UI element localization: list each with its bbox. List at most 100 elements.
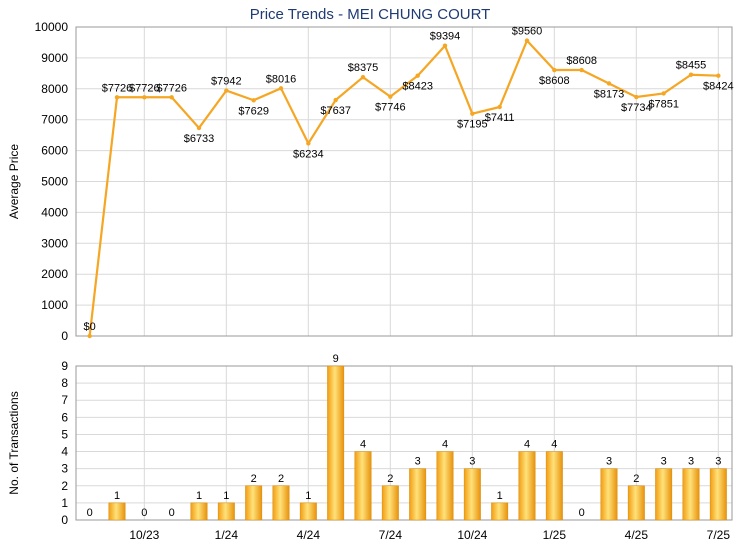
- bar-data-label: 3: [688, 456, 694, 468]
- price-point: [606, 81, 612, 86]
- price-point: [688, 72, 694, 77]
- y-tick-label: 6: [61, 410, 68, 424]
- price-point: [716, 73, 721, 78]
- bar-data-label: 3: [415, 456, 421, 468]
- y-tick-label: 0: [61, 513, 68, 527]
- transaction-bar: [491, 502, 509, 521]
- y-tick-label: 7: [61, 393, 68, 407]
- transaction-bar: [655, 468, 673, 521]
- transaction-bar: [436, 451, 454, 521]
- bar-data-label: 2: [387, 473, 393, 485]
- price-data-label: $8375: [348, 62, 379, 74]
- bar-data-label: 2: [278, 473, 284, 485]
- y-axis-title: Average Price: [7, 144, 21, 219]
- y-tick-label: 9: [61, 359, 68, 373]
- bar-data-label: 1: [497, 490, 503, 502]
- price-point: [333, 97, 338, 103]
- transaction-bar: [245, 485, 263, 521]
- price-point: [524, 38, 530, 43]
- x-tick-label: 10/23: [129, 528, 159, 542]
- y-tick-label: 6000: [41, 144, 68, 158]
- price-point: [114, 95, 120, 100]
- transaction-bar: [545, 451, 563, 521]
- y-tick-label: 8000: [41, 82, 68, 96]
- price-data-label: $0: [84, 321, 96, 333]
- transaction-bar: [108, 502, 126, 521]
- transaction-bar: [627, 485, 645, 521]
- transaction-bar: [600, 468, 618, 521]
- chart-title: Price Trends - MEI CHUNG COURT: [249, 6, 491, 23]
- y-tick-label: 0: [61, 329, 68, 343]
- bar-data-label: 3: [606, 456, 612, 468]
- price-point: [196, 125, 202, 131]
- y-tick-label: 5000: [41, 175, 68, 189]
- price-point: [634, 94, 639, 100]
- price-data-label: $8608: [539, 75, 570, 87]
- price-data-label: $7851: [648, 98, 679, 110]
- price-point: [470, 111, 475, 116]
- y-tick-label: 2000: [41, 267, 68, 281]
- price-data-label: $8424: [703, 81, 734, 93]
- plot-frame: [75, 365, 733, 521]
- x-tick-label: 4/25: [625, 528, 649, 542]
- price-point: [306, 141, 311, 146]
- price-point: [552, 67, 557, 73]
- transaction-bar: [272, 485, 290, 521]
- y-tick-label: 10000: [35, 20, 69, 34]
- price-data-label: $7629: [238, 105, 269, 117]
- price-point: [661, 91, 666, 96]
- y-axis-title: No. of Transactions: [7, 391, 21, 494]
- y-tick-label: 9000: [41, 51, 68, 65]
- bar-data-label: 3: [715, 456, 721, 468]
- price-data-label: $8423: [402, 81, 433, 93]
- transaction-bar: [409, 468, 427, 521]
- bar-data-label: 0: [87, 507, 93, 519]
- bar-data-label: 4: [551, 439, 557, 451]
- bar-data-label: 0: [579, 507, 585, 519]
- y-tick-label: 4: [61, 445, 68, 459]
- y-tick-label: 8: [61, 376, 68, 390]
- x-tick-label: 10/24: [457, 528, 487, 542]
- bar-data-label: 4: [442, 439, 448, 451]
- transaction-bar: [682, 468, 700, 521]
- price-data-label: $7746: [375, 102, 406, 114]
- bar-data-label: 2: [633, 473, 639, 485]
- transaction-bar: [354, 451, 372, 521]
- y-tick-label: 1000: [41, 298, 68, 312]
- price-data-label: $9394: [430, 31, 461, 43]
- y-tick-label: 7000: [41, 113, 68, 127]
- price-point: [360, 75, 366, 80]
- price-point: [87, 333, 92, 339]
- price-data-label: $8455: [676, 60, 707, 72]
- y-tick-label: 3000: [41, 236, 68, 250]
- bar-data-label: 1: [196, 490, 202, 502]
- price-data-label: $7411: [485, 112, 515, 124]
- price-data-label: $9560: [512, 26, 543, 38]
- y-tick-label: 4000: [41, 205, 68, 219]
- price-data-label: $8016: [266, 73, 297, 85]
- bar-data-label: 1: [305, 490, 311, 502]
- price-data-label: $7942: [211, 76, 242, 88]
- price-data-label: $6234: [293, 148, 324, 160]
- transaction-bar: [518, 451, 536, 521]
- price-line: [88, 39, 719, 337]
- transaction-bar: [327, 365, 345, 521]
- bar-data-label: 0: [141, 507, 147, 519]
- x-tick-label: 1/25: [543, 528, 567, 542]
- x-tick-label: 7/25: [707, 528, 731, 542]
- price-point: [497, 104, 502, 110]
- price-data-label: $7734: [621, 102, 652, 114]
- price-point: [579, 67, 584, 73]
- price-point: [442, 43, 448, 48]
- bar-data-label: 3: [469, 456, 475, 468]
- y-tick-label: 2: [61, 479, 68, 493]
- bar-data-label: 1: [114, 490, 120, 502]
- price-data-label: $8608: [566, 55, 597, 67]
- y-tick-label: 5: [61, 427, 68, 441]
- price-point: [251, 98, 256, 103]
- price-data-label: $7726: [129, 82, 160, 94]
- transaction-bar: [299, 502, 317, 521]
- bar-data-label: 1: [223, 490, 229, 502]
